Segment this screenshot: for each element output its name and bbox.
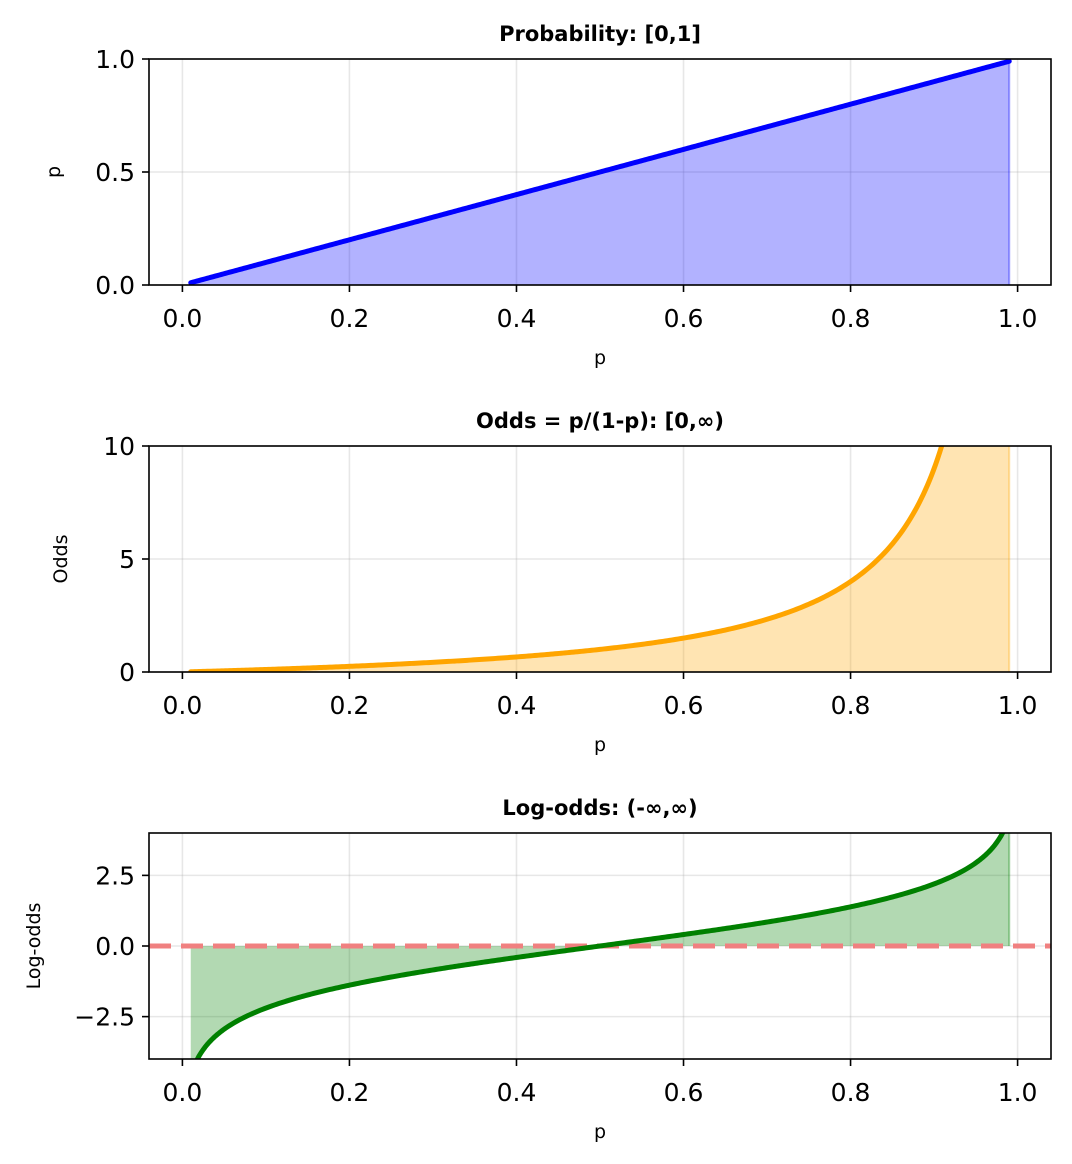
subplot-odds: 0.0 0.2 0.4 0.6 0.8 1.0 0 5 10 Odds = p/(1-p): [0… xyxy=(50,409,1052,756)
x-tick-label: 1.0 xyxy=(998,304,1038,333)
x-tick-label: 0.6 xyxy=(664,304,704,333)
y-axis-label-odds: Odds xyxy=(50,535,72,584)
x-tick-label: 1.0 xyxy=(998,1078,1038,1107)
y-tick-label: 1.0 xyxy=(95,45,135,74)
x-tick-label: 1.0 xyxy=(998,691,1038,720)
x-tick-label: 0.0 xyxy=(163,691,203,720)
x-axis-label-probability: p xyxy=(594,347,606,369)
y-tick-label: 0.5 xyxy=(95,158,135,187)
x-tick-label: 0.4 xyxy=(497,1078,537,1107)
series-line-probability xyxy=(188,59,1012,285)
y-tick-label: 2.5 xyxy=(95,861,135,890)
x-axis-label-log-odds: p xyxy=(594,1121,606,1143)
chart-title-probability: Probability: [0,1] xyxy=(499,22,701,46)
x-tick-label: 0.2 xyxy=(330,304,370,333)
x-tick-label: 0.2 xyxy=(330,691,370,720)
subplot-log-odds: 0.0 0.2 0.4 0.6 0.8 1.0 −2.5 0.0 2.5 Log-odds: (-… xyxy=(23,796,1052,1143)
series-line-log-odds xyxy=(194,833,1006,1059)
y-tick-label: 5 xyxy=(119,545,135,574)
y-tick-label: −2.5 xyxy=(74,1003,135,1032)
chart-title-odds: Odds = p/(1-p): [0,∞) xyxy=(476,409,724,433)
subplot-probability: 0.0 0.2 0.4 0.6 0.8 1.0 0.0 0.5 1.0 Probability: … xyxy=(43,22,1052,369)
series-line-odds xyxy=(188,446,945,672)
x-tick-label: 0.0 xyxy=(163,304,203,333)
x-tick-label: 0.4 xyxy=(497,691,537,720)
area-fill-odds xyxy=(190,446,1010,672)
x-tick-label: 0.8 xyxy=(831,691,871,720)
y-tick-label: 0.0 xyxy=(95,271,135,300)
y-axis-label-probability: p xyxy=(43,166,65,178)
x-tick-label: 0.4 xyxy=(497,304,537,333)
y-axis-label-log-odds: Log-odds xyxy=(23,903,45,990)
y-tick-label: 0.0 xyxy=(95,932,135,961)
y-tick-label: 0 xyxy=(119,658,135,687)
x-tick-label: 0.6 xyxy=(664,691,704,720)
x-tick-label: 0.2 xyxy=(330,1078,370,1107)
x-tick-label: 0.0 xyxy=(163,1078,203,1107)
x-tick-label: 0.6 xyxy=(664,1078,704,1107)
x-tick-label: 0.8 xyxy=(831,1078,871,1107)
x-axis-label-odds: p xyxy=(594,734,606,756)
y-tick-label: 10 xyxy=(103,432,135,461)
x-tick-label: 0.8 xyxy=(831,304,871,333)
chart-title-log-odds: Log-odds: (-∞,∞) xyxy=(502,796,697,820)
